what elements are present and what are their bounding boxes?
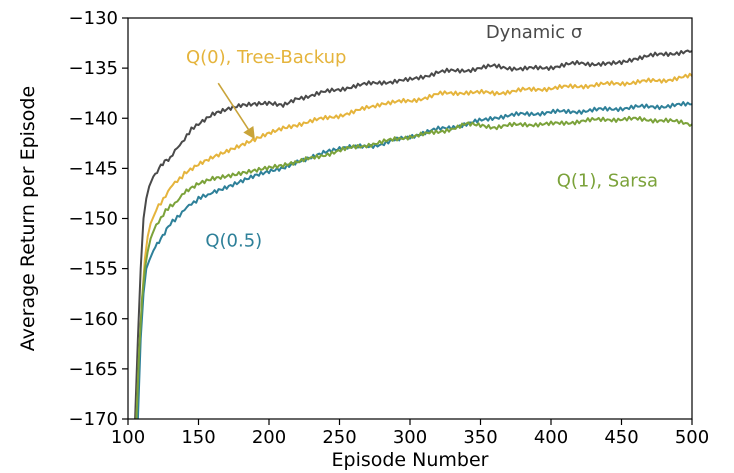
x-tick-label: 400 [534, 427, 568, 448]
axes-layer [122, 17, 693, 425]
series-line-1 [135, 72, 692, 419]
y-tick-label: −165 [69, 359, 118, 380]
x-tick-label: 300 [393, 427, 427, 448]
y-tick-label: −130 [69, 8, 118, 29]
y-tick-label: −155 [69, 259, 118, 280]
x-tick-label: 250 [322, 427, 356, 448]
y-tick-label: −160 [69, 309, 118, 330]
annotation-layer [217, 82, 255, 140]
series-line-2 [136, 101, 692, 419]
series-label-3: Q(1), Sarsa [557, 170, 658, 191]
series-label-2: Q(0.5) [205, 231, 262, 252]
x-tick-label: 200 [252, 427, 286, 448]
y-tick-label: −135 [69, 58, 118, 79]
annotation-arrow-head [243, 125, 255, 140]
annotation-arrow-shaft [217, 82, 250, 130]
y-tick-label: −150 [69, 209, 118, 230]
series-line-0 [134, 49, 692, 419]
x-tick-label: 350 [463, 427, 497, 448]
x-axis-label: Episode Number [332, 449, 489, 471]
label-layer: Dynamic σ Q(0), Tree-Backup Q(0.5) Q(1), Sa… [17, 8, 709, 471]
x-tick-label: 500 [675, 427, 709, 448]
y-tick-label: −170 [69, 409, 118, 430]
y-axis-label: Average Return per Episode [17, 86, 39, 351]
series-label-1: Q(0), Tree-Backup [186, 47, 346, 68]
y-tick-label: −140 [69, 108, 118, 129]
series-label-0: Dynamic σ [486, 22, 583, 43]
series-line-3 [135, 115, 692, 419]
x-tick-label: 100 [111, 427, 145, 448]
x-tick-label: 150 [181, 427, 215, 448]
x-tick-label: 450 [604, 427, 638, 448]
y-tick-label: −145 [69, 158, 118, 179]
series-layer [134, 49, 692, 419]
